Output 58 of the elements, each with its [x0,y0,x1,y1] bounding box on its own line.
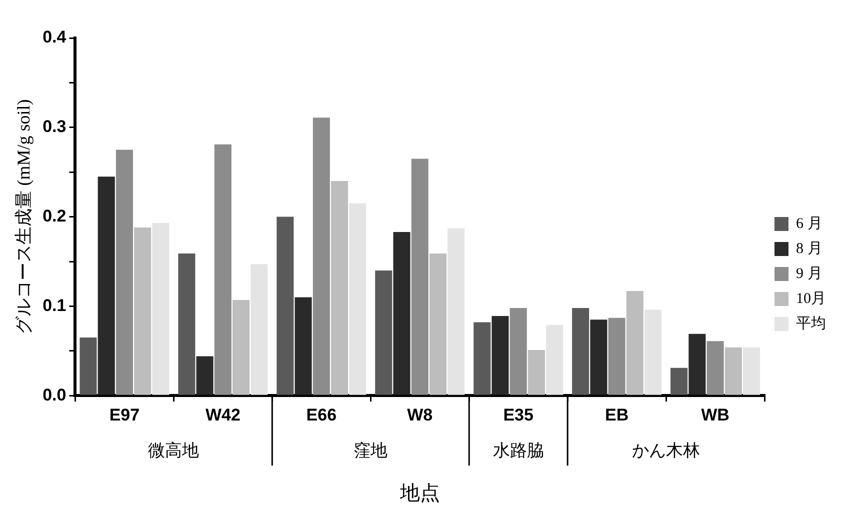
bar [152,223,170,395]
x-tick-label: E35 [503,405,534,424]
bar [178,253,196,395]
bar [80,337,97,395]
text: 窪地 [354,441,388,460]
bar [429,253,446,395]
bar [411,158,428,395]
x-tick-label: WB [701,405,730,424]
bar [742,347,760,395]
bar [670,368,688,395]
bar [688,334,706,395]
bar [250,264,268,395]
bar [448,228,465,395]
bar [312,118,330,395]
bar [644,310,662,395]
y-tick-label: 0.3 [42,117,66,136]
text: かん木林 [632,441,700,460]
bar [276,216,294,395]
bar [572,308,590,395]
y-tick-label: 0.1 [42,296,66,315]
x-tick-label: W42 [205,405,240,424]
legend-label: 6 月 [796,216,822,232]
bar [608,318,626,395]
bar [492,316,509,395]
bar [724,347,742,395]
bar [196,356,214,395]
legend-label: 9 月 [796,266,822,282]
bar [294,297,312,395]
bar [232,300,250,395]
bar [706,341,724,395]
bar [375,270,392,395]
bar [546,324,564,395]
y-tick-label: 0.4 [42,28,67,47]
bar [214,144,232,395]
x-axis-title: 地点 [398,482,440,504]
bar [349,203,366,395]
x-tick-label: E66 [306,405,337,424]
legend-label: 10月 [796,290,826,307]
y-tick-label: 0.0 [42,385,66,404]
x-tick-label: W8 [407,405,433,424]
legend-label: 平均 [796,314,826,332]
x-tick-label: E97 [109,405,140,424]
bar [134,228,152,395]
bar [393,232,410,395]
bar [98,176,115,395]
y-axis-title: グルコース生成量 (mM/g soil) [14,99,34,334]
bar [590,320,608,395]
bar [528,350,545,395]
x-tick-label: EB [604,405,629,424]
bar [331,181,348,395]
bar [626,291,644,395]
y-tick-label: 0.2 [42,206,66,226]
text: 微高地 [148,441,200,460]
text: 水路脇 [492,441,544,460]
bar [510,308,527,395]
bar [474,322,491,395]
bar [116,150,133,395]
legend-label: 8 月 [796,240,822,257]
